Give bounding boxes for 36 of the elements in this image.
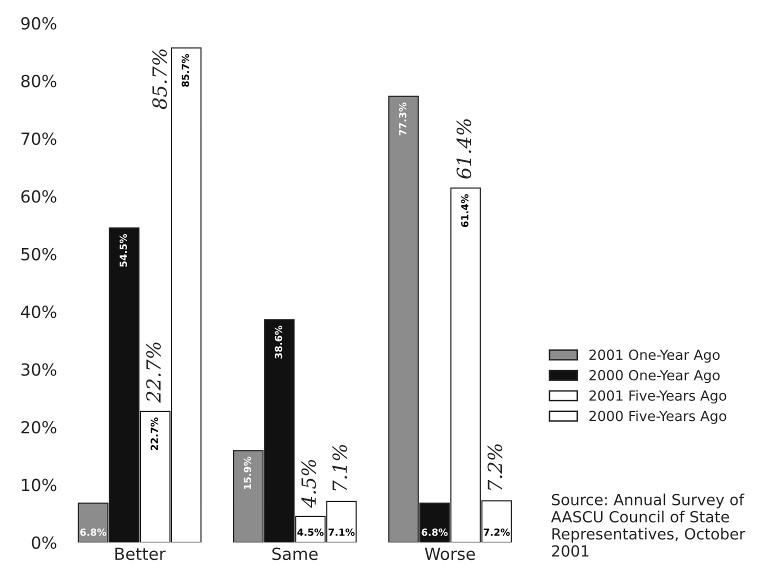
x-tick-label: Worse: [424, 548, 475, 560]
y-tick-label: 30%: [21, 363, 56, 376]
y-tick-label: 10%: [22, 478, 56, 492]
text: 7.2%: [484, 528, 510, 536]
annotation: 61.4%: [456, 119, 472, 178]
text: 6.8%: [80, 528, 106, 536]
source-note: Source: Annual Survey of AASCU Council of State Representatives, October 2001: [551, 494, 746, 557]
y-tick-label: 50%: [21, 248, 56, 260]
text: 61.4%: [461, 194, 468, 227]
text: 4.5%: [297, 528, 324, 536]
legend-label: 2000 Five-Years Ago: [589, 410, 726, 424]
annotation: 7.2%: [488, 444, 502, 490]
annotation: 7.1%: [332, 444, 348, 490]
text: 77.3%: [398, 102, 406, 136]
text: 85.7%: [182, 54, 190, 87]
text: 7.1%: [328, 528, 355, 536]
annotation: 22.7%: [146, 342, 161, 403]
y-tick-label: 40%: [20, 306, 56, 318]
text: 38.6%: [274, 326, 282, 359]
y-tick-label: 80%: [21, 74, 56, 88]
x-tick-label: Same: [272, 548, 318, 560]
legend-label: 2001 One-Year Ago: [589, 350, 720, 363]
y-tick-label: 20%: [21, 420, 56, 434]
annotation: 85.7%: [152, 50, 167, 110]
annotation: 4.5%: [301, 460, 316, 508]
text: 22.7%: [150, 417, 158, 450]
text: 15.9%: [244, 456, 252, 490]
y-tick-label: 60%: [21, 190, 56, 203]
y-tick-label: 0%: [32, 536, 56, 549]
text: 6.8%: [422, 528, 448, 536]
text: 54.5%: [120, 234, 127, 267]
legend-label: 2000 One-Year Ago: [589, 370, 720, 384]
legend-label: 2001 Five-Years Ago: [589, 390, 726, 404]
x-tick-label: Better: [115, 548, 166, 560]
y-tick-label: 90%: [21, 17, 56, 30]
y-tick-label: 70%: [22, 132, 56, 146]
